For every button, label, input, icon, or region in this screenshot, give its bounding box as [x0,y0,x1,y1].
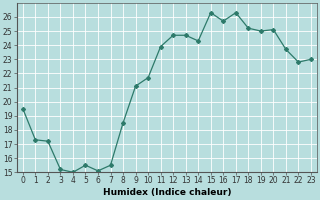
X-axis label: Humidex (Indice chaleur): Humidex (Indice chaleur) [103,188,231,197]
